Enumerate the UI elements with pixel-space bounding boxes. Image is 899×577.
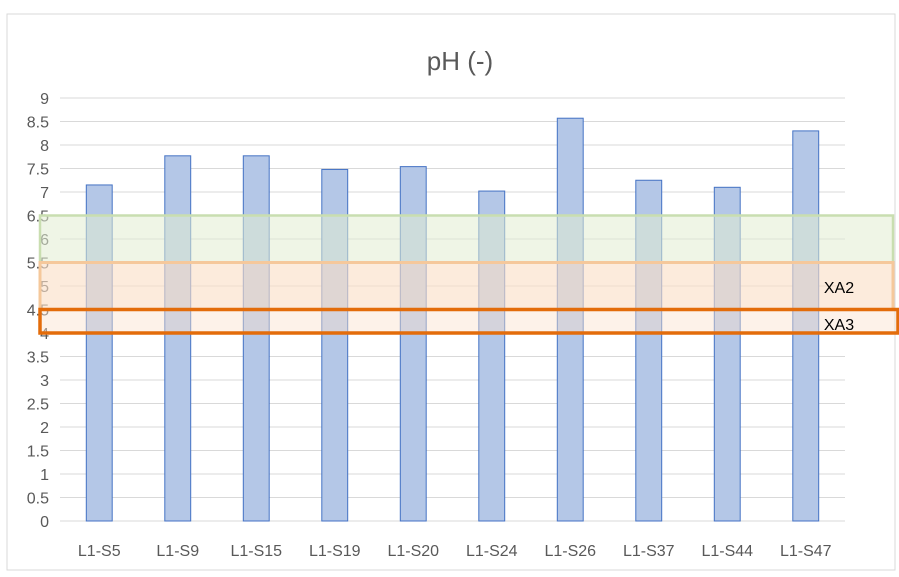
- band-label-xa2: XA2: [824, 280, 854, 297]
- y-tick-label: 7: [40, 185, 49, 202]
- y-tick-label: 2: [40, 420, 49, 437]
- y-tick-label: 3.5: [27, 350, 49, 367]
- x-tick-label: L1-S5: [78, 543, 121, 560]
- bar-l1-s47: [792, 130, 820, 522]
- y-tick-label: 2.5: [27, 397, 49, 414]
- x-tick-label: L1-S20: [387, 543, 439, 560]
- x-tick-label: L1-S19: [309, 543, 361, 560]
- exposure-band-xa2: [38, 261, 895, 311]
- exposure-band-upper: [38, 214, 895, 264]
- y-tick-label: 1: [40, 467, 49, 484]
- bar-l1-s15: [242, 155, 270, 522]
- bar-l1-s26: [556, 117, 584, 522]
- x-tick-label: L1-S44: [701, 543, 753, 560]
- y-tick-label: 8.5: [27, 115, 49, 132]
- band-label-xa3: XA3: [824, 317, 854, 334]
- x-tick-label: L1-S15: [230, 543, 282, 560]
- exposure-band-xa3: [38, 307, 899, 335]
- y-tick-label: 8: [40, 138, 49, 155]
- x-tick-label: L1-S47: [780, 543, 832, 560]
- y-tick-label: 0.5: [27, 491, 49, 508]
- y-tick-label: 0: [40, 514, 49, 531]
- x-tick-label: L1-S26: [544, 543, 596, 560]
- x-tick-label: L1-S37: [623, 543, 675, 560]
- y-tick-label: 3: [40, 373, 49, 390]
- x-tick-label: L1-S24: [466, 543, 518, 560]
- y-tick-label: 9: [40, 91, 49, 108]
- bar-l1-s9: [164, 155, 192, 522]
- x-tick-label: L1-S9: [156, 543, 199, 560]
- y-tick-label: 1.5: [27, 444, 49, 461]
- chart-title: pH (-): [427, 46, 493, 76]
- y-tick-label: 7.5: [27, 162, 49, 179]
